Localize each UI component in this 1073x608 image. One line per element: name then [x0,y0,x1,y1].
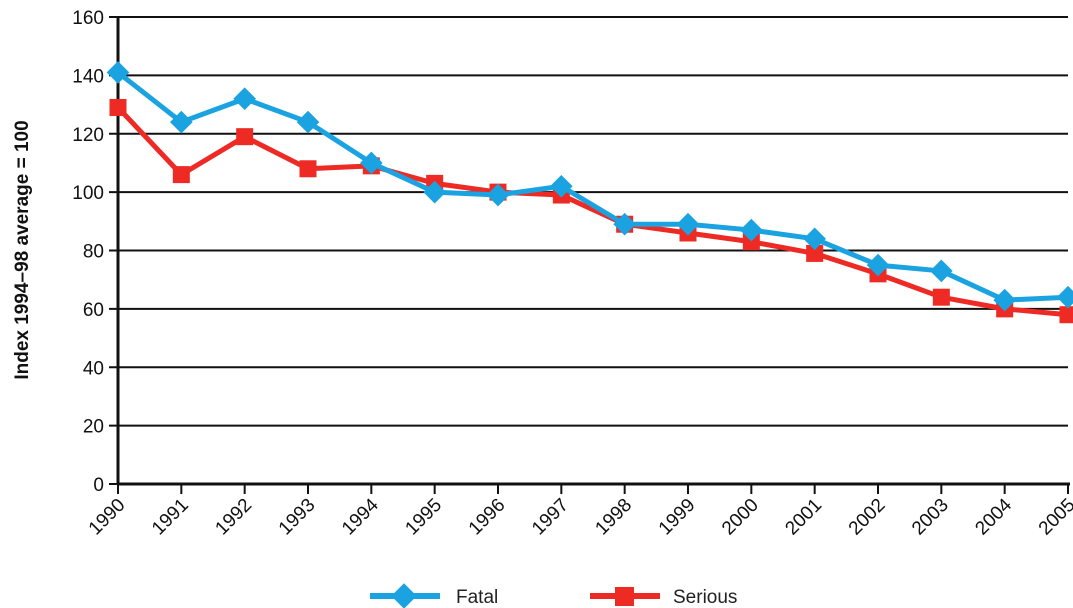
point-fatal [296,110,320,134]
y-tick-label: 120 [72,125,104,146]
y-tick-label: 140 [72,66,104,87]
point-serious [109,98,127,116]
x-tick-label: 2002 [845,495,890,540]
y-tick-label: 40 [83,358,104,379]
x-tick-label: 1991 [148,495,193,540]
x-tick-label: 2003 [908,495,953,540]
legend-fatal-label: Fatal [456,587,498,608]
point-fatal [993,288,1016,312]
y-tick-label: 60 [83,300,104,321]
point-serious [172,166,190,184]
y-tick-labels: 0 20 40 60 80 100 120 140 160 [72,8,104,496]
axes [109,16,1070,494]
series-line-serious [116,105,1069,318]
point-fatal [1056,285,1073,309]
y-tick-label: 100 [72,183,104,204]
x-tick-label: 1997 [528,495,573,540]
point-serious [806,244,824,262]
x-tick-label: 2005 [1035,495,1073,540]
y-axis-title: Index 1994–98 average = 100 [12,120,33,379]
x-tick-label: 2000 [718,495,763,540]
x-tick-label: 1996 [465,495,510,540]
point-serious [742,233,760,251]
x-tick-label: 1993 [275,495,320,540]
y-tick-label: 20 [83,417,104,438]
y-tick-label: 160 [72,8,104,29]
gridlines [118,16,1068,427]
series-lines [106,61,1073,324]
point-serious [1059,306,1073,324]
point-serious [299,160,317,178]
x-tick-label: 1998 [591,495,636,540]
x-tick-label: 2004 [971,494,1016,539]
legend-serious-label: Serious [673,587,737,608]
series-line-fatal [116,70,1069,303]
point-fatal [170,110,193,134]
x-tick-label: 1992 [211,495,256,540]
point-serious [236,128,254,146]
legend-fatal-diamond-icon [391,583,417,608]
y-tick-label: 0 [93,475,104,496]
x-tick-label: 1994 [338,494,383,539]
point-serious [932,288,950,306]
point-fatal [106,61,130,84]
legend-serious-square-icon [615,587,634,606]
point-fatal [866,253,890,277]
x-tick-label: 1999 [655,495,700,540]
x-tick-label: 2001 [781,495,826,540]
x-tick-label: 1995 [401,495,446,540]
x-tick-label: 1990 [85,495,130,540]
point-fatal [233,87,256,111]
legend: Fatal Serious [370,583,737,608]
point-fatal [930,259,953,283]
x-tick-labels: 1990 1991 1992 1993 1994 1995 1996 1997 1998 1999… [85,494,1073,539]
y-tick-label: 80 [83,242,104,263]
